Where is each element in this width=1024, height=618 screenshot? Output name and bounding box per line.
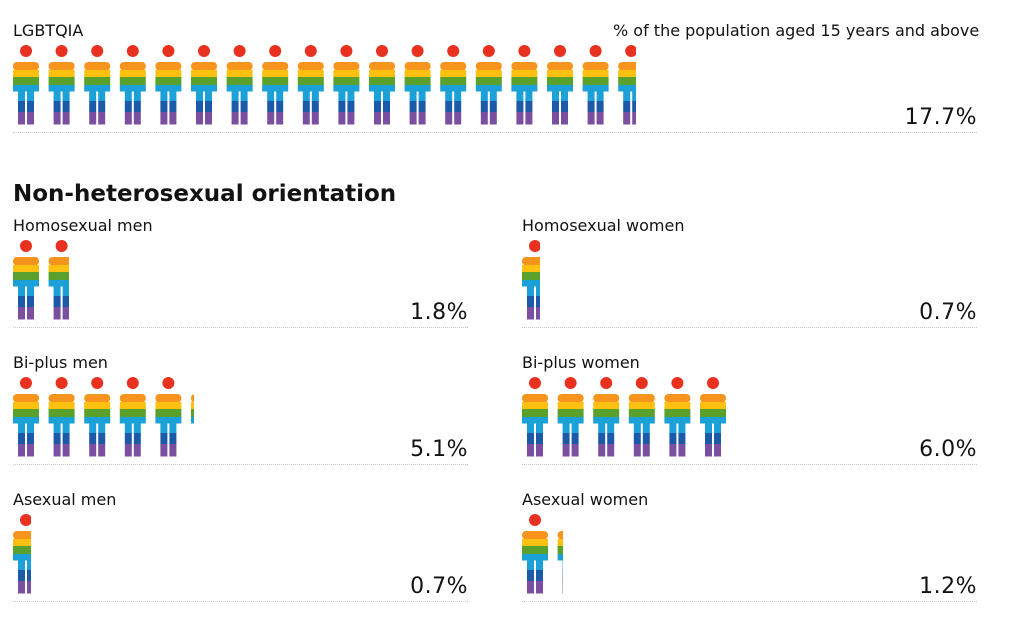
person-icon — [262, 45, 289, 125]
person-icon — [557, 531, 563, 594]
person-icon — [593, 377, 620, 457]
person-icon — [13, 377, 39, 457]
value-label-homosexual-men: 1.8% — [410, 300, 468, 325]
person-icon — [475, 45, 502, 125]
pictogram-svg — [13, 240, 70, 320]
pictogram-asexual-women — [522, 514, 563, 602]
person-icon — [700, 377, 726, 457]
value-label-asexual-women: 1.2% — [919, 574, 977, 599]
section-title: Non-heterosexual orientation — [13, 181, 397, 207]
baseline-homosexual-men — [13, 327, 468, 328]
person-icon — [191, 45, 217, 125]
panel-bi-plus-women: Bi-plus women 6.0% — [522, 353, 977, 466]
person-icon — [48, 377, 75, 457]
group-label-bi-plus-men: Bi-plus men — [13, 353, 108, 372]
panel-asexual-men: Asexual men 0.7% — [13, 490, 468, 603]
person-icon — [440, 45, 467, 125]
pictogram-svg — [13, 514, 32, 594]
baseline-lgbtqia — [13, 132, 977, 133]
person-icon — [119, 377, 146, 457]
chart-subtitle: % of the population aged 15 years and ab… — [613, 21, 980, 40]
group-label-lgbtqia: LGBTQIA — [13, 21, 84, 40]
person-icon — [522, 240, 541, 320]
baseline-asexual-men — [13, 601, 468, 602]
pictogram-asexual-men — [13, 514, 32, 602]
value-label-homosexual-women: 0.7% — [919, 300, 977, 325]
pictogram-bi-plus-men — [13, 377, 194, 465]
group-label-bi-plus-women: Bi-plus women — [522, 353, 640, 372]
value-label-bi-plus-women: 6.0% — [919, 437, 977, 462]
person-icon — [582, 45, 609, 125]
person-icon — [13, 45, 39, 125]
pictogram-svg — [13, 377, 194, 457]
person-icon — [511, 45, 538, 125]
person-icon — [48, 240, 70, 320]
person-icon — [333, 45, 360, 125]
pictogram-bi-plus-women — [522, 377, 736, 465]
panel-asexual-women: Asexual women 1.2% — [522, 490, 977, 603]
pictogram-svg — [522, 377, 726, 457]
baseline-homosexual-women — [522, 327, 977, 328]
pictogram-homosexual-men — [13, 240, 70, 328]
value-label-asexual-men: 0.7% — [410, 574, 468, 599]
value-label-bi-plus-men: 5.1% — [410, 437, 468, 462]
group-label-homosexual-men: Homosexual men — [13, 216, 153, 235]
pictogram-svg — [522, 240, 541, 320]
person-icon — [119, 45, 146, 125]
panel-homosexual-women: Homosexual women 0.7% — [522, 216, 977, 329]
person-icon — [369, 45, 395, 125]
person-icon — [557, 377, 584, 457]
person-icon — [618, 45, 637, 125]
panel-lgbtqia: LGBTQIA 17.7% — [13, 21, 977, 134]
person-icon — [628, 377, 655, 457]
person-icon — [191, 394, 194, 424]
person-icon — [664, 377, 691, 457]
person-icon — [84, 377, 111, 457]
person-icon — [48, 45, 75, 125]
panel-homosexual-men: Homosexual men 1.8% — [13, 216, 468, 329]
person-icon — [404, 45, 431, 125]
pictogram-svg — [522, 514, 563, 594]
person-icon — [226, 45, 253, 125]
group-label-asexual-men: Asexual men — [13, 490, 117, 509]
pictogram-homosexual-women — [522, 240, 541, 328]
group-label-homosexual-women: Homosexual women — [522, 216, 685, 235]
person-icon — [522, 377, 548, 457]
person-icon — [13, 514, 32, 594]
baseline-bi-plus-men — [13, 464, 468, 465]
person-icon — [155, 45, 182, 125]
person-icon — [297, 45, 324, 125]
pictogram-svg — [13, 45, 637, 125]
value-label-lgbtqia: 17.7% — [904, 105, 977, 130]
baseline-bi-plus-women — [522, 464, 977, 465]
person-icon — [13, 240, 39, 320]
person-icon — [522, 514, 548, 594]
group-label-asexual-women: Asexual women — [522, 490, 649, 509]
panel-bi-plus-men: Bi-plus men 5.1% — [13, 353, 468, 466]
person-icon — [84, 45, 111, 125]
person-icon — [155, 377, 182, 457]
pictogram-lgbtqia — [13, 45, 637, 133]
baseline-asexual-women — [522, 601, 977, 602]
person-icon — [547, 45, 573, 125]
